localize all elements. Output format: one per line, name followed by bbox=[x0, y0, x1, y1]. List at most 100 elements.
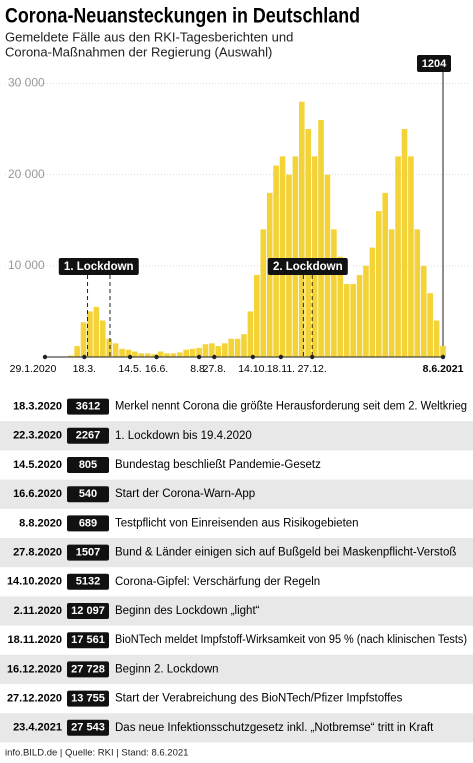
x-tick bbox=[42, 354, 48, 360]
bar bbox=[414, 229, 421, 357]
bar bbox=[427, 293, 433, 357]
chart-title: Corona-Neuansteckungen in Deutschland bbox=[5, 5, 360, 28]
subtitle: Gemeldete Fälle aus den RKI-Tagesbericht… bbox=[5, 29, 293, 44]
count-badge bbox=[67, 515, 109, 532]
description: Corona-Gipfel: Verschärfung der Regeln bbox=[115, 576, 320, 588]
bar bbox=[209, 343, 215, 357]
bar bbox=[93, 306, 100, 357]
bar bbox=[80, 322, 87, 357]
x-tick bbox=[278, 354, 284, 360]
count-badge bbox=[67, 661, 109, 678]
bar bbox=[363, 265, 369, 357]
bar bbox=[99, 320, 106, 357]
x-tick bbox=[196, 354, 202, 360]
y-tick-label: 10 000 bbox=[8, 258, 45, 272]
bar bbox=[350, 284, 356, 357]
bar bbox=[119, 348, 125, 357]
bar bbox=[401, 129, 408, 357]
bar bbox=[177, 352, 183, 357]
date: 27.8.2020 bbox=[13, 547, 62, 559]
bar bbox=[74, 346, 80, 357]
annotation-label: 1. Lockdown bbox=[64, 261, 134, 273]
description: Das neue Infektionsschutzgesetz inkl. „N… bbox=[115, 722, 434, 734]
date: 16.12.2020 bbox=[7, 663, 62, 675]
count: 17 561 bbox=[71, 634, 105, 646]
count: 540 bbox=[79, 488, 97, 500]
count: 3612 bbox=[76, 401, 100, 413]
bar bbox=[241, 334, 247, 357]
bar bbox=[144, 353, 151, 357]
description: Merkel nennt Corona die größte Herausfor… bbox=[115, 401, 467, 413]
x-tick-label: 27.8. bbox=[203, 363, 226, 375]
count-badge bbox=[67, 457, 109, 473]
x-tick-label: 14.10. bbox=[238, 363, 267, 375]
bar bbox=[170, 353, 177, 357]
x-tick bbox=[212, 354, 217, 360]
description: BioNTech meldet Impfstoff-Wirksamkeit vo… bbox=[115, 634, 467, 646]
x-tick-label: 16.6. bbox=[145, 363, 168, 375]
description: Beginn 2. Lockdown bbox=[115, 663, 219, 675]
bar bbox=[106, 338, 112, 357]
bar bbox=[234, 338, 241, 357]
bar bbox=[112, 343, 119, 357]
bar bbox=[382, 192, 389, 357]
bar bbox=[132, 351, 138, 357]
bar bbox=[388, 229, 395, 357]
description: Start der Corona-Warn-App bbox=[115, 488, 255, 500]
annotation-box bbox=[267, 258, 348, 275]
description: Beginn des Lockdown „light“ bbox=[115, 605, 260, 617]
footer: info.BILD.de | Quelle: RKI | Stand: 8.6.… bbox=[5, 748, 188, 759]
bar bbox=[376, 211, 382, 357]
count: 12 097 bbox=[71, 605, 105, 617]
description: Start der Verabreichung des BioNTech/Pfi… bbox=[115, 693, 403, 705]
count: 805 bbox=[79, 459, 97, 471]
bar bbox=[196, 347, 202, 357]
x-tick-label: 29.1.2020 bbox=[10, 363, 57, 375]
date: 23.4.2021 bbox=[13, 722, 62, 734]
bar bbox=[356, 274, 363, 357]
bar bbox=[408, 156, 414, 357]
count: 5132 bbox=[76, 576, 100, 588]
date: 27.12.2020 bbox=[7, 693, 62, 705]
date: 16.6.2020 bbox=[13, 488, 62, 500]
bar bbox=[87, 311, 93, 357]
bar bbox=[337, 256, 344, 357]
count: 27 543 bbox=[71, 722, 105, 734]
bar bbox=[279, 156, 286, 357]
annotation-label: 2. Lockdown bbox=[273, 261, 343, 273]
count-badge bbox=[67, 603, 109, 619]
description: Bund & Länder einigen sich auf Bußgeld b… bbox=[115, 547, 456, 559]
bar bbox=[298, 101, 305, 358]
x-tick bbox=[82, 354, 87, 360]
count-badge bbox=[67, 690, 109, 707]
bar bbox=[318, 119, 324, 357]
x-tick bbox=[310, 354, 315, 360]
count: 13 755 bbox=[71, 693, 105, 705]
count-badge bbox=[67, 398, 109, 415]
count: 689 bbox=[79, 517, 97, 529]
y-tick-label: 30 000 bbox=[8, 76, 45, 90]
count-badge bbox=[67, 427, 109, 444]
bar bbox=[254, 274, 260, 357]
x-tick bbox=[440, 354, 446, 360]
bar bbox=[125, 349, 132, 357]
date: 14.5.2020 bbox=[13, 459, 62, 471]
bar bbox=[151, 354, 157, 357]
bar bbox=[247, 311, 254, 357]
x-tick bbox=[154, 354, 159, 360]
bar bbox=[292, 156, 299, 357]
count-badge bbox=[67, 573, 109, 590]
bar bbox=[221, 343, 228, 357]
x-tick-label: 8.8. bbox=[190, 363, 208, 375]
count-badge bbox=[67, 544, 109, 561]
description: 1. Lockdown bis 19.4.2020 bbox=[115, 430, 252, 442]
annotation-box bbox=[58, 258, 139, 275]
bar bbox=[260, 229, 267, 357]
count-badge bbox=[67, 719, 109, 736]
callout-box bbox=[417, 55, 451, 72]
subtitle: Corona-Maßnahmen der Regierung (Auswahl) bbox=[5, 44, 272, 59]
bar bbox=[311, 156, 318, 357]
date: 18.3.2020 bbox=[13, 401, 62, 413]
date: 14.10.2020 bbox=[7, 576, 62, 588]
